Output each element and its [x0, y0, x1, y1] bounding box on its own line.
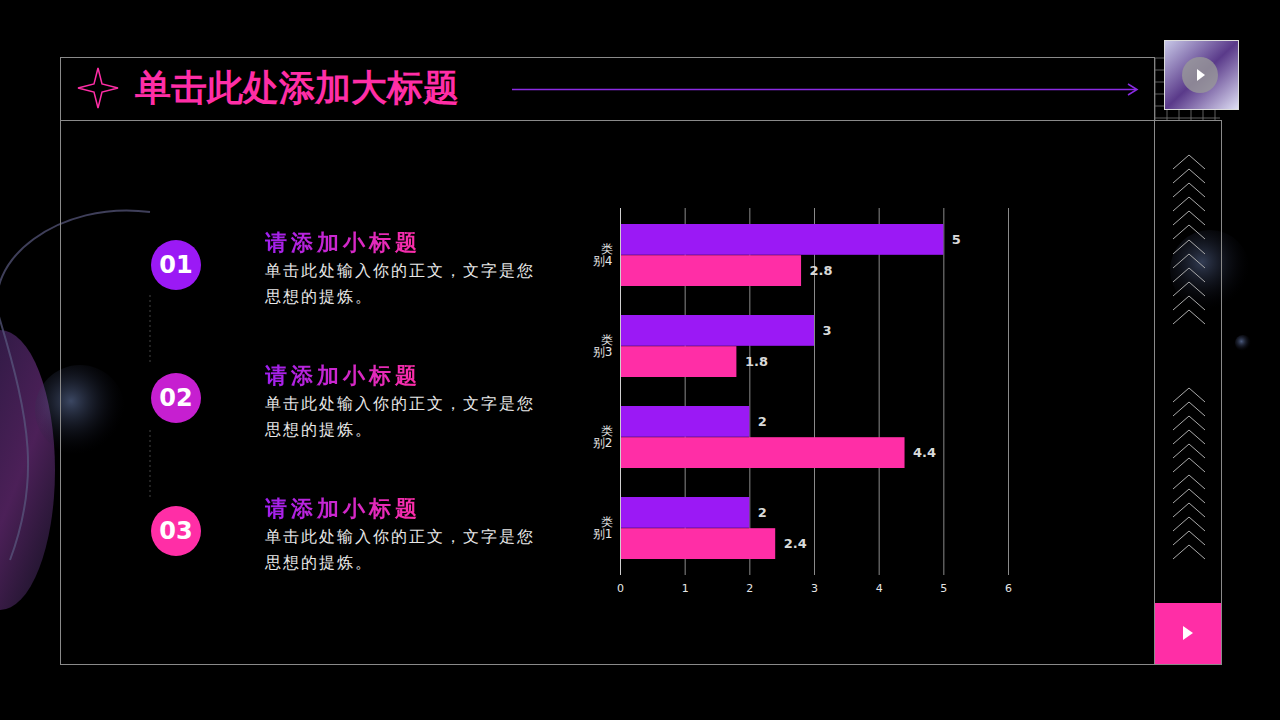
- svg-text:2: 2: [758, 414, 767, 429]
- html-text:01: 01: [159, 251, 193, 279]
- svg-text:类别4: 类别4: [593, 242, 613, 268]
- html-text:请添加小标题: 请添加小标题: [265, 230, 421, 255]
- svg-text:5: 5: [940, 582, 947, 595]
- svg-text:0: 0: [617, 582, 624, 595]
- html-text:单击此处添加大标题: 单击此处添加大标题: [135, 67, 459, 108]
- html-text:单击此处输入你的正文，文字是您思想的提炼。: 单击此处输入你的正文，文字是您思想的提炼。: [265, 527, 535, 572]
- svg-text:6: 6: [1005, 582, 1012, 595]
- svg-text:4: 4: [876, 582, 883, 595]
- svg-text:2.4: 2.4: [784, 536, 807, 551]
- svg-text:类别3: 类别3: [593, 333, 613, 359]
- html-text:02: 02: [159, 384, 193, 412]
- svg-text:1.8: 1.8: [745, 354, 768, 369]
- html-text:请添加小标题: 请添加小标题: [265, 496, 421, 521]
- svg-text:5: 5: [952, 232, 961, 247]
- html-text:请添加小标题: 请添加小标题: [265, 363, 421, 388]
- svg-text:3: 3: [811, 582, 818, 595]
- html-text:03: 03: [159, 517, 193, 545]
- svg-text:2: 2: [746, 582, 753, 595]
- svg-text:1: 1: [682, 582, 689, 595]
- svg-text:2.8: 2.8: [810, 263, 833, 278]
- html-text:单击此处输入你的正文，文字是您思想的提炼。: 单击此处输入你的正文，文字是您思想的提炼。: [265, 394, 535, 439]
- svg-text:2: 2: [758, 505, 767, 520]
- svg-text:3: 3: [823, 323, 832, 338]
- html-text:单击此处输入你的正文，文字是您思想的提炼。: 单击此处输入你的正文，文字是您思想的提炼。: [265, 261, 535, 306]
- svg-text:4.4: 4.4: [913, 445, 936, 460]
- svg-text:类别2: 类别2: [593, 424, 613, 450]
- svg-text:类别1: 类别1: [593, 515, 613, 541]
